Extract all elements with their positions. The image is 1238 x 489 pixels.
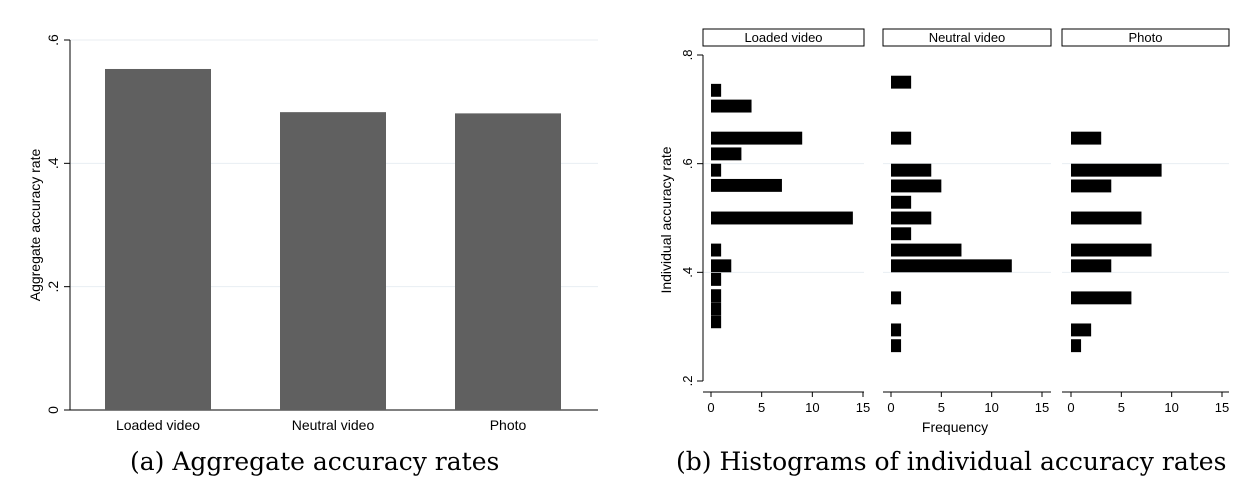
caption-aggregate: (a) Aggregate accuracy rates: [130, 447, 500, 476]
x-tick-label: Neutral video: [292, 417, 375, 433]
y-tick-label: .2: [680, 376, 695, 387]
panel-title: Neutral video: [929, 30, 1006, 45]
x-tick-label: 0: [707, 400, 714, 415]
x-tick-label: 15: [856, 400, 870, 415]
histogram-bar: [1071, 339, 1082, 353]
histogram-bar: [711, 289, 722, 303]
histogram-bar: [711, 315, 722, 329]
histogram-bar: [1071, 163, 1162, 177]
panel-neutral-video: Neutral video 0 5 10 15: [882, 28, 1052, 415]
histogram-bar: [891, 163, 932, 177]
y-tick-label: 0: [45, 406, 61, 414]
histogram-bar: [891, 131, 912, 145]
histogram-bar: [891, 75, 912, 89]
histogram-bar: [891, 227, 912, 241]
x-tick-label: 10: [805, 400, 819, 415]
histogram-bar: [711, 243, 722, 257]
bar-loaded-video: [105, 68, 211, 410]
x-tick-label: 10: [1164, 400, 1178, 415]
x-tick-label: 5: [758, 400, 765, 415]
x-tick-label: 0: [887, 400, 894, 415]
histogram-bar: [711, 99, 752, 113]
histogram-bar: [891, 179, 942, 193]
x-tick-label: Loaded video: [116, 417, 200, 433]
histogram-bar: [891, 211, 932, 225]
bar-photo: [455, 113, 561, 410]
panel-title: Photo: [1129, 30, 1163, 45]
bar-neutral-video: [280, 112, 386, 411]
y-axis-label: Individual accuracy rate: [658, 146, 674, 293]
x-tick-label: 15: [1035, 400, 1049, 415]
x-tick-label: 5: [1118, 400, 1125, 415]
histogram-bar: [711, 131, 803, 145]
histogram-bar: [711, 83, 722, 97]
histogram-bar: [1071, 179, 1112, 193]
x-tick-label: 15: [1215, 400, 1229, 415]
histogram-bar: [711, 302, 722, 316]
aggregate-accuracy-bar-chart: 0 .2 .4 .6 Loaded video Neutral video Photo Agg…: [27, 15, 598, 440]
caption-histograms: (b) Histograms of individual accuracy ra…: [676, 447, 1227, 476]
panel-loaded-video: Loaded video 0 5 10 15: [702, 28, 870, 415]
y-tick-label: .4: [45, 157, 61, 169]
histogram-bar: [1071, 323, 1092, 337]
histogram-bar: [891, 195, 912, 209]
figure: 0 .2 .4 .6 Loaded video Neutral video Photo Agg…: [27, 5, 1235, 440]
histogram-bar: [891, 323, 902, 337]
histogram-bar: [1071, 243, 1152, 257]
y-axis-label: Aggregate accuracy rate: [27, 149, 43, 302]
x-tick-label: 5: [938, 400, 945, 415]
panel-title: Loaded video: [744, 30, 822, 45]
histogram-bar: [1071, 211, 1142, 225]
y-tick-label: .8: [680, 50, 695, 61]
histogram-bar: [1071, 259, 1112, 273]
histogram-bar: [1071, 131, 1102, 145]
panel-header: [882, 28, 1052, 47]
panel-header: [702, 28, 865, 47]
x-tick-label: 0: [1067, 400, 1074, 415]
y-tick-label: .4: [680, 267, 695, 278]
histogram-bar: [891, 291, 902, 305]
histogram-bar: [711, 211, 853, 225]
panel-photo: Photo 0 5 10 15: [1061, 28, 1230, 415]
histogram-bar: [711, 163, 722, 177]
histogram-bar: [711, 147, 742, 161]
x-axis-label: Frequency: [922, 419, 988, 435]
x-tick-label: Photo: [490, 417, 527, 433]
histogram-bar: [711, 178, 782, 192]
panel-header: [1061, 28, 1230, 47]
y-tick-label: .6: [680, 158, 695, 169]
y-tick-label: .2: [45, 281, 61, 293]
histogram-bar: [891, 243, 962, 257]
histogram-bar: [891, 339, 902, 353]
histogram-bar: [891, 259, 1012, 273]
histogram-bar: [1071, 291, 1132, 305]
y-tick-label: .6: [45, 34, 61, 46]
x-tick-label: 10: [984, 400, 998, 415]
histogram-bar: [711, 272, 722, 286]
histogram-bar: [711, 259, 732, 273]
